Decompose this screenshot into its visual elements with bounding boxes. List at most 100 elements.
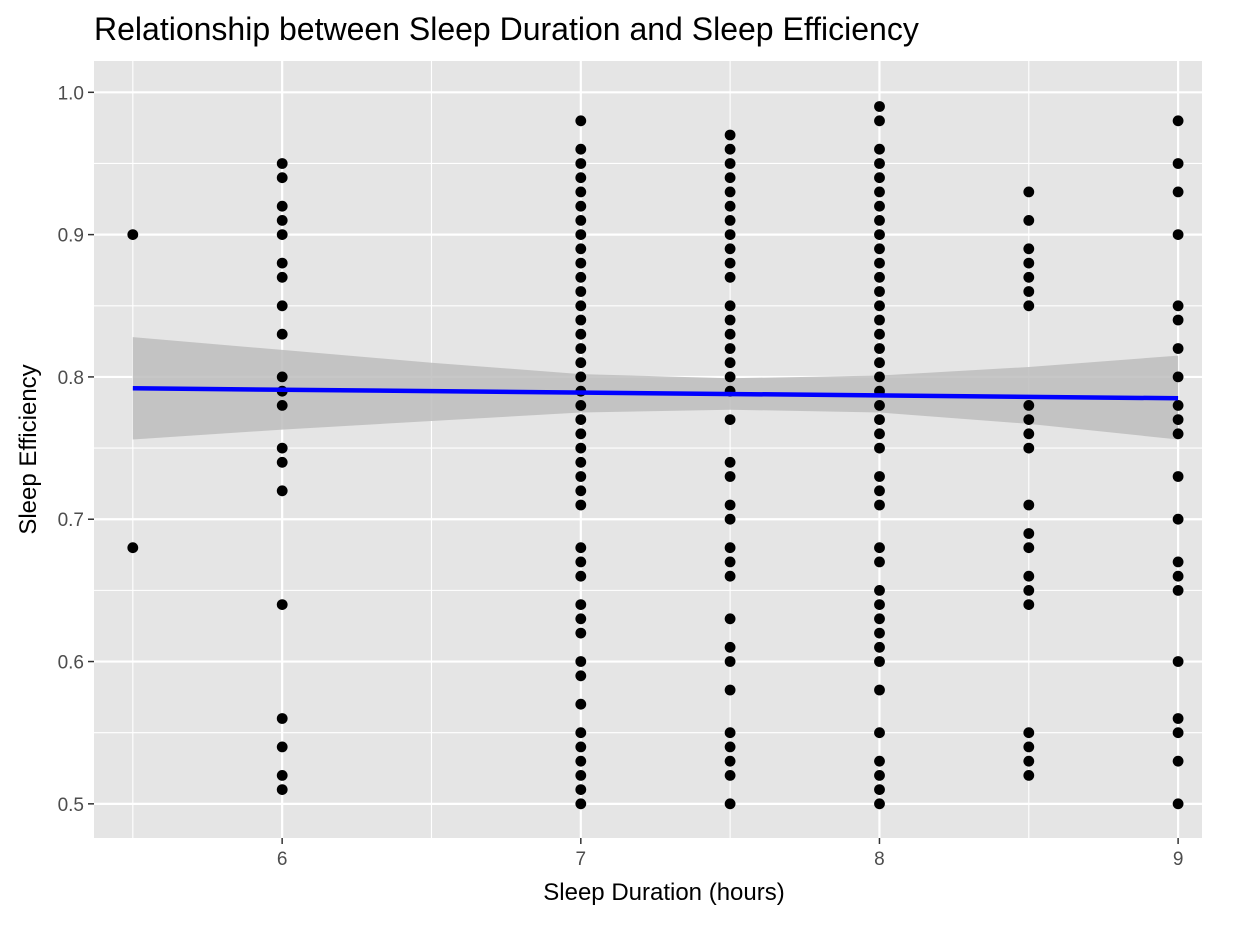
data-point (127, 229, 139, 241)
data-point (874, 186, 885, 198)
data-point (874, 485, 885, 497)
data-point (575, 471, 587, 482)
data-point (874, 229, 885, 241)
data-point (724, 271, 736, 283)
data-point (575, 741, 587, 753)
data-point (575, 499, 587, 511)
data-point (1023, 286, 1035, 297)
data-point (874, 172, 885, 184)
y-tick-label: 0.6 (58, 653, 84, 674)
data-point (1172, 115, 1184, 127)
data-point (1172, 414, 1184, 425)
data-point (575, 158, 587, 169)
data-point (575, 400, 587, 411)
data-point (874, 684, 885, 696)
data-point (575, 798, 587, 810)
data-point (874, 271, 885, 283)
data-point (874, 257, 885, 269)
data-point (1023, 741, 1035, 753)
data-point (1023, 542, 1035, 554)
data-point (874, 101, 885, 112)
data-point (874, 770, 885, 781)
data-point (1023, 770, 1035, 781)
data-point (874, 215, 885, 226)
data-point (874, 499, 885, 511)
data-point (1172, 585, 1184, 596)
data-point (874, 627, 885, 639)
data-point (724, 656, 736, 667)
data-point (724, 200, 736, 212)
data-point (1172, 713, 1184, 724)
plot-panel (94, 61, 1202, 838)
data-point (724, 641, 736, 653)
data-point (575, 271, 587, 283)
data-point (1172, 755, 1184, 767)
data-point (276, 271, 288, 283)
data-point (874, 641, 885, 653)
data-point (1023, 442, 1035, 454)
data-point (724, 684, 736, 696)
data-point (874, 371, 885, 383)
data-point (276, 400, 288, 411)
data-point (1023, 428, 1035, 440)
data-point (724, 172, 736, 184)
data-point (575, 343, 587, 354)
data-point (276, 172, 288, 184)
data-point (1172, 314, 1184, 326)
data-point (874, 442, 885, 454)
data-point (724, 499, 736, 511)
data-point (276, 229, 288, 241)
data-point (575, 371, 587, 383)
data-point (127, 542, 139, 554)
data-point (575, 328, 587, 340)
data-point (874, 556, 885, 568)
data-point (575, 229, 587, 241)
data-point (724, 456, 736, 468)
data-point (575, 143, 587, 155)
data-point (874, 727, 885, 739)
y-axis: 0.5 0.6 0.7 0.8 0.9 1.0 (58, 83, 94, 816)
data-point (874, 784, 885, 795)
data-point (575, 172, 587, 184)
data-point (276, 158, 288, 169)
data-point (575, 613, 587, 625)
data-point (276, 485, 288, 497)
data-point (575, 314, 587, 326)
data-point (1023, 243, 1035, 255)
data-point (1023, 300, 1035, 312)
data-point (1172, 229, 1184, 241)
data-point (724, 755, 736, 767)
data-point (724, 186, 736, 198)
data-point (724, 129, 736, 141)
points-layer (127, 101, 1184, 810)
data-point (276, 713, 288, 724)
data-point (575, 186, 587, 198)
data-point (874, 328, 885, 340)
data-point (1023, 271, 1035, 283)
data-point (874, 798, 885, 810)
confidence-band-layer (132, 337, 1179, 440)
data-point (575, 770, 587, 781)
x-axis-title: Sleep Duration (hours) (543, 879, 784, 906)
y-tick-label: 1.0 (58, 83, 84, 104)
data-point (724, 243, 736, 255)
data-point (724, 314, 736, 326)
data-point (874, 143, 885, 155)
data-point (874, 755, 885, 767)
data-point (724, 513, 736, 525)
y-tick-label: 0.8 (58, 368, 84, 389)
data-point (1172, 656, 1184, 667)
data-point (874, 200, 885, 212)
data-point (724, 158, 736, 169)
data-point (575, 755, 587, 767)
data-point (575, 300, 587, 312)
data-point (276, 371, 288, 383)
data-point (1023, 400, 1035, 411)
data-point (874, 314, 885, 326)
data-point (724, 300, 736, 312)
y-tick-label: 0.7 (58, 510, 84, 531)
data-point (575, 599, 587, 610)
data-point (1023, 585, 1035, 596)
data-point (276, 784, 288, 795)
